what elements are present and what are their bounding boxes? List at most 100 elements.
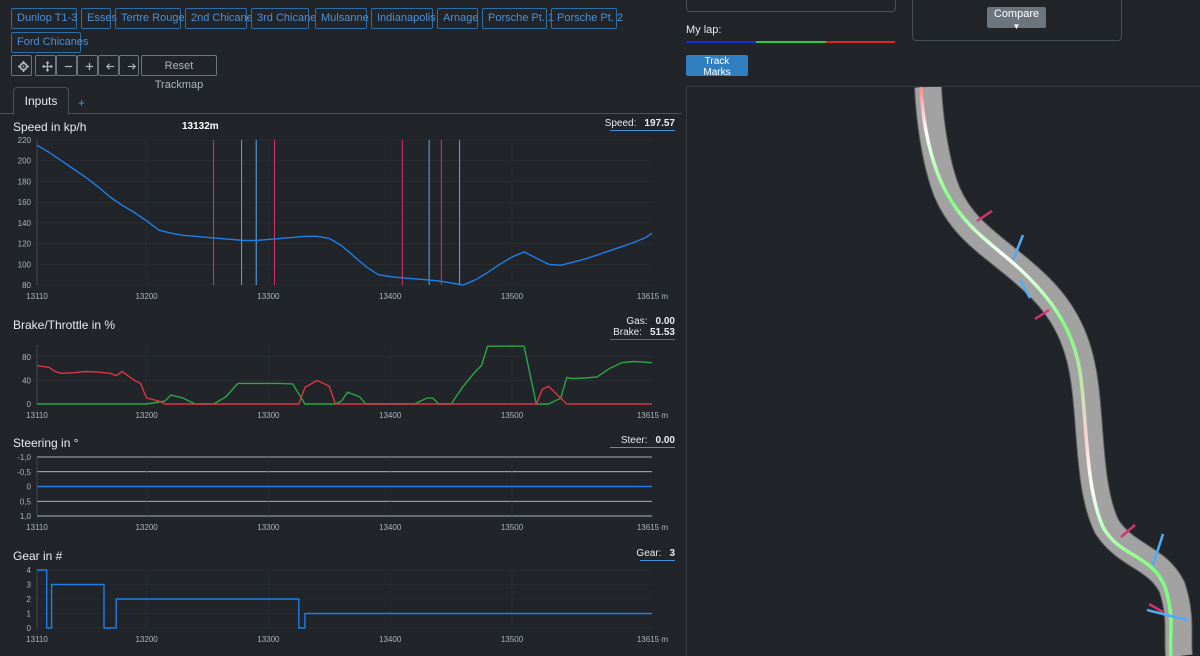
track-mark-blue (1146, 608, 1188, 622)
track-mark-red (1034, 308, 1050, 321)
x-tick-label: 13200 (135, 523, 158, 532)
cursor-distance: 13132m (182, 121, 219, 132)
brake-readout: Brake: 51.53 (560, 327, 675, 338)
y-tick-label: 40 (22, 376, 31, 385)
gear-chart-title: Gear in # (13, 549, 63, 563)
scroll-left-button[interactable] (98, 55, 119, 76)
racing-line (919, 87, 1173, 656)
caret-down-icon: ▼ (1012, 22, 1021, 31)
x-tick-label: 13300 (257, 292, 280, 301)
gear-chart[interactable]: 4 3 2 1 0 13110 13200 13300 13400 13500 13615 m (0, 563, 682, 648)
track-mark-red (1120, 524, 1136, 538)
y-tick-label: 80 (22, 353, 31, 362)
sector-button-2nd-chicane[interactable]: 2nd Chicane (185, 8, 253, 29)
arrow-left-icon (105, 62, 115, 70)
gas-readout-value: 0.00 (655, 316, 675, 327)
x-tick-label: 13300 (257, 635, 280, 644)
track-mark-red (1148, 602, 1164, 614)
minus-icon (64, 65, 73, 67)
y-tick-label: 100 (18, 260, 32, 269)
speed-chart-title: Speed in kp/h (13, 120, 87, 134)
lap-legend-green (756, 41, 826, 43)
steering-chart[interactable]: -1,0 -0,5 0 0,5 1,0 13110 13200 13300 13400 13500… (0, 450, 682, 535)
sector-button-dunlop-t1-3[interactable]: Dunlop T1-3 (11, 8, 77, 29)
pan-button[interactable] (35, 55, 56, 76)
gear-readout-value: 3 (669, 548, 675, 559)
y-tick-label: 160 (18, 198, 32, 207)
x-tick-label: 13110 (26, 635, 48, 644)
steer-readout-label: Steer: (620, 435, 648, 446)
lap-legend-red (826, 41, 895, 43)
brake-readout-label: Brake: (613, 327, 642, 338)
tab-bar-divider (0, 113, 682, 114)
x-tick-label: 13400 (379, 523, 402, 532)
speed-readout: Speed: 197.57 (560, 118, 675, 129)
track-map-canvas (914, 87, 1193, 656)
x-tick-label: 13500 (501, 523, 524, 532)
sector-button-esses[interactable]: Esses (81, 8, 117, 29)
sector-button-tertre-rouge[interactable]: Tertre Rouge (115, 8, 185, 29)
brake-readout-underline (610, 339, 675, 340)
x-axis-end-label: 13615 m (637, 523, 668, 532)
track-mark-red (976, 209, 993, 223)
y-tick-label: 0,5 (20, 497, 32, 506)
steer-readout-value: 0.00 (655, 435, 675, 446)
gear-readout-label: Gear: (636, 548, 662, 559)
tab-inputs[interactable]: Inputs (13, 87, 69, 115)
x-axis-end-label: 13615 m (637, 292, 668, 301)
compare-panel (912, 0, 1122, 41)
sector-button-3rd-chicane[interactable]: 3rd Chicane (251, 8, 316, 29)
lap-legend-blue (686, 41, 756, 43)
brake-chart-title: Brake/Throttle in % (13, 318, 116, 332)
y-tick-label: 80 (22, 281, 31, 290)
steering-chart-title: Steering in ° (13, 436, 79, 450)
gas-readout: Gas: 0.00 (560, 316, 675, 327)
x-tick-label: 13110 (26, 411, 48, 420)
y-tick-label: 1,0 (20, 512, 32, 521)
track-map[interactable] (686, 86, 1200, 656)
gear-series-line (37, 569, 652, 629)
sector-button-indianapolis[interactable]: Indianapolis (371, 8, 436, 29)
y-tick-label: 180 (18, 177, 32, 186)
throttle-series-line (37, 345, 653, 405)
arrow-right-icon (127, 62, 137, 70)
zoom-out-button[interactable] (56, 55, 77, 76)
y-tick-label: 0 (27, 624, 32, 633)
x-axis-end-label: 13615 m (637, 411, 668, 420)
y-tick-label: 4 (27, 566, 32, 575)
x-tick-label: 13200 (135, 292, 158, 301)
lap-select-box[interactable] (686, 0, 896, 12)
steer-readout-underline (610, 447, 675, 448)
x-tick-label: 13110 (26, 292, 48, 301)
brake-throttle-chart[interactable]: 80 40 0 13110 13200 13300 13400 13500 13615 m (0, 340, 682, 425)
move-icon (42, 60, 53, 72)
x-tick-label: 13500 (501, 292, 524, 301)
sector-button-mulsanne[interactable]: Mulsanne (315, 8, 369, 29)
my-lap-label: My lap: (686, 24, 722, 36)
sector-button-porsche-pt-1[interactable]: Porsche Pt. 1 (482, 8, 554, 29)
add-tab-button[interactable]: + (78, 96, 86, 110)
x-tick-label: 13400 (379, 292, 402, 301)
speed-readout-label: Speed: (604, 118, 637, 129)
y-tick-label: -0,5 (17, 468, 31, 477)
gear-icon (18, 60, 29, 72)
sector-button-arnage[interactable]: Arnage (437, 8, 478, 29)
compare-dropdown-button[interactable]: Compare ▼ (987, 7, 1046, 31)
speed-series-line (36, 144, 653, 286)
settings-button[interactable] (11, 55, 32, 76)
y-tick-label: -1,0 (17, 453, 31, 462)
sector-button-ford-chicanes[interactable]: Ford Chicanes (11, 32, 89, 53)
speed-chart[interactable]: 220 200 180 160 140 120 100 80 13110 13200 13300 13… (0, 132, 682, 302)
zoom-in-button[interactable] (77, 55, 98, 76)
scroll-right-button[interactable] (119, 55, 139, 76)
track-marks-button[interactable]: Track Marks (686, 55, 748, 78)
compare-label: Compare (993, 8, 1040, 20)
y-tick-label: 0 (27, 483, 32, 492)
sector-button-porsche-pt-2[interactable]: Porsche Pt. 2 (551, 8, 623, 29)
y-tick-label: 220 (18, 136, 32, 145)
track-mark-blue (1011, 234, 1025, 261)
track-marks (976, 209, 1188, 622)
reset-trackmap-button[interactable]: Reset Trackmap (141, 55, 217, 91)
y-tick-label: 0 (27, 400, 32, 409)
gear-readout-underline (640, 560, 675, 561)
